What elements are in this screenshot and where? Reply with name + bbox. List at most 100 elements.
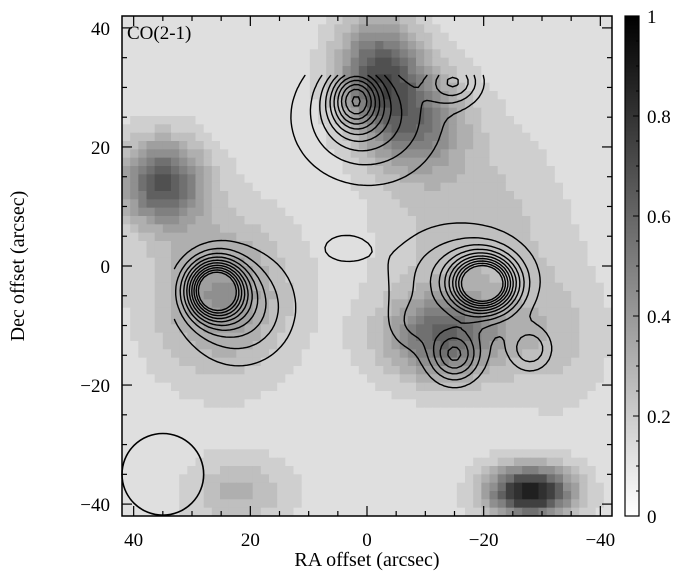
grayscale-cell	[154, 124, 164, 134]
grayscale-cell	[497, 116, 507, 125]
grayscale-cell	[138, 357, 148, 367]
grayscale-cell	[522, 299, 531, 309]
grayscale-cell	[391, 457, 401, 467]
grayscale-cell	[122, 149, 131, 159]
grayscale-cell	[595, 116, 605, 125]
grayscale-cell	[211, 391, 221, 400]
grayscale-cell	[342, 407, 352, 417]
grayscale-cell	[587, 274, 597, 284]
grayscale-cell	[399, 57, 409, 67]
grayscale-cell	[530, 91, 540, 100]
grayscale-cell	[162, 449, 172, 459]
grayscale-cell	[595, 191, 605, 200]
grayscale-cell	[122, 157, 131, 167]
grayscale-cell	[530, 257, 540, 267]
grayscale-cell	[252, 432, 262, 442]
grayscale-cell	[367, 182, 376, 192]
grayscale-cell	[309, 232, 319, 242]
grayscale-cell	[416, 466, 425, 475]
grayscale-cell	[203, 82, 213, 92]
grayscale-cell	[587, 249, 597, 259]
grayscale-cell	[154, 174, 164, 184]
grayscale-cell	[318, 316, 327, 325]
grayscale-cell	[448, 182, 458, 192]
grayscale-cell	[122, 57, 131, 67]
grayscale-cell	[122, 316, 131, 325]
grayscale-cell	[285, 257, 295, 267]
grayscale-cell	[571, 507, 580, 516]
grayscale-cell	[179, 299, 188, 309]
grayscale-cell	[440, 41, 450, 50]
grayscale-cell	[497, 241, 507, 250]
grayscale-cell	[162, 491, 172, 500]
grayscale-cell	[203, 332, 213, 342]
grayscale-cell	[350, 241, 360, 250]
grayscale-cell	[579, 382, 589, 392]
grayscale-cell	[440, 32, 450, 42]
grayscale-cell	[505, 299, 515, 309]
grayscale-cell	[448, 149, 458, 159]
grayscale-cell	[579, 91, 589, 100]
grayscale-cell	[187, 457, 197, 467]
grayscale-cell	[350, 316, 360, 325]
grayscale-cell	[244, 257, 254, 267]
grayscale-cell	[260, 457, 270, 467]
grayscale-cell	[146, 241, 156, 250]
grayscale-cell	[326, 24, 335, 34]
grayscale-cell	[546, 241, 556, 250]
grayscale-cell	[546, 124, 556, 134]
grayscale-cell	[481, 41, 491, 50]
grayscale-cell	[220, 299, 229, 309]
grayscale-cell	[252, 466, 262, 475]
grayscale-cell	[154, 374, 164, 384]
grayscale-cell	[514, 191, 523, 200]
grayscale-cell	[350, 66, 360, 75]
grayscale-cell	[432, 32, 442, 42]
grayscale-cell	[514, 366, 523, 375]
grayscale-cell	[497, 399, 507, 409]
grayscale-cell	[456, 341, 466, 350]
grayscale-cell	[154, 257, 164, 267]
grayscale-cell	[399, 441, 409, 450]
grayscale-cell	[293, 232, 303, 242]
grayscale-cell	[220, 441, 229, 450]
grayscale-cell	[130, 482, 139, 492]
grayscale-cell	[154, 116, 164, 125]
grayscale-cell	[546, 274, 556, 284]
grayscale-cell	[579, 291, 589, 300]
grayscale-cell	[220, 149, 229, 159]
grayscale-cell	[220, 257, 229, 267]
grayscale-cell	[440, 66, 450, 75]
grayscale-cell	[318, 466, 327, 475]
grayscale-cell	[309, 132, 319, 142]
grayscale-cell	[293, 507, 303, 516]
grayscale-cell	[456, 216, 466, 225]
grayscale-cell	[285, 432, 295, 442]
grayscale-cell	[309, 349, 319, 359]
grayscale-cell	[326, 382, 335, 392]
grayscale-cell	[342, 357, 352, 367]
grayscale-cell	[236, 457, 246, 467]
grayscale-cell	[530, 391, 540, 400]
grayscale-cell	[514, 132, 523, 142]
grayscale-cell	[228, 366, 237, 375]
grayscale-cell	[481, 74, 491, 84]
grayscale-cell	[563, 249, 572, 259]
grayscale-cell	[554, 174, 564, 184]
grayscale-cell	[505, 116, 515, 125]
grayscale-cell	[473, 291, 482, 300]
grayscale-cell	[326, 282, 335, 292]
grayscale-cell	[383, 132, 393, 142]
grayscale-cell	[489, 466, 499, 475]
grayscale-cell	[220, 241, 229, 250]
grayscale-cell	[358, 332, 368, 342]
grayscale-cell	[538, 157, 548, 167]
grayscale-cell	[203, 282, 213, 292]
grayscale-cell	[522, 399, 531, 409]
grayscale-cell	[179, 191, 188, 200]
grayscale-cell	[260, 491, 270, 500]
grayscale-cell	[179, 82, 188, 92]
grayscale-cell	[171, 107, 180, 117]
grayscale-cell	[195, 374, 205, 384]
grayscale-cell	[546, 424, 556, 434]
